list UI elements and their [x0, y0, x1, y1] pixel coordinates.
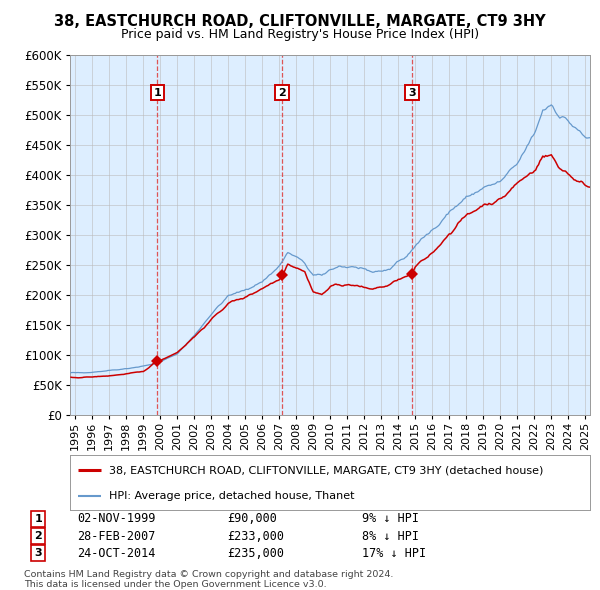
Text: HPI: Average price, detached house, Thanet: HPI: Average price, detached house, Than… — [109, 491, 355, 502]
Text: Price paid vs. HM Land Registry's House Price Index (HPI): Price paid vs. HM Land Registry's House … — [121, 28, 479, 41]
Text: £233,000: £233,000 — [227, 529, 284, 542]
Text: 2: 2 — [278, 88, 286, 98]
Text: 8% ↓ HPI: 8% ↓ HPI — [362, 529, 419, 542]
Text: 1: 1 — [34, 514, 42, 524]
Text: 38, EASTCHURCH ROAD, CLIFTONVILLE, MARGATE, CT9 3HY (detached house): 38, EASTCHURCH ROAD, CLIFTONVILLE, MARGA… — [109, 466, 544, 476]
Text: 3: 3 — [34, 548, 42, 558]
Text: 9% ↓ HPI: 9% ↓ HPI — [362, 512, 419, 525]
Text: £235,000: £235,000 — [227, 547, 284, 560]
Text: 28-FEB-2007: 28-FEB-2007 — [77, 529, 156, 542]
Text: 1: 1 — [154, 88, 161, 98]
Text: 2: 2 — [34, 531, 42, 541]
Text: 3: 3 — [408, 88, 416, 98]
Text: Contains HM Land Registry data © Crown copyright and database right 2024.
This d: Contains HM Land Registry data © Crown c… — [24, 570, 394, 589]
Text: 17% ↓ HPI: 17% ↓ HPI — [362, 547, 427, 560]
Text: 24-OCT-2014: 24-OCT-2014 — [77, 547, 156, 560]
Text: 38, EASTCHURCH ROAD, CLIFTONVILLE, MARGATE, CT9 3HY: 38, EASTCHURCH ROAD, CLIFTONVILLE, MARGA… — [54, 14, 546, 29]
Text: 02-NOV-1999: 02-NOV-1999 — [77, 512, 156, 525]
Text: £90,000: £90,000 — [227, 512, 277, 525]
